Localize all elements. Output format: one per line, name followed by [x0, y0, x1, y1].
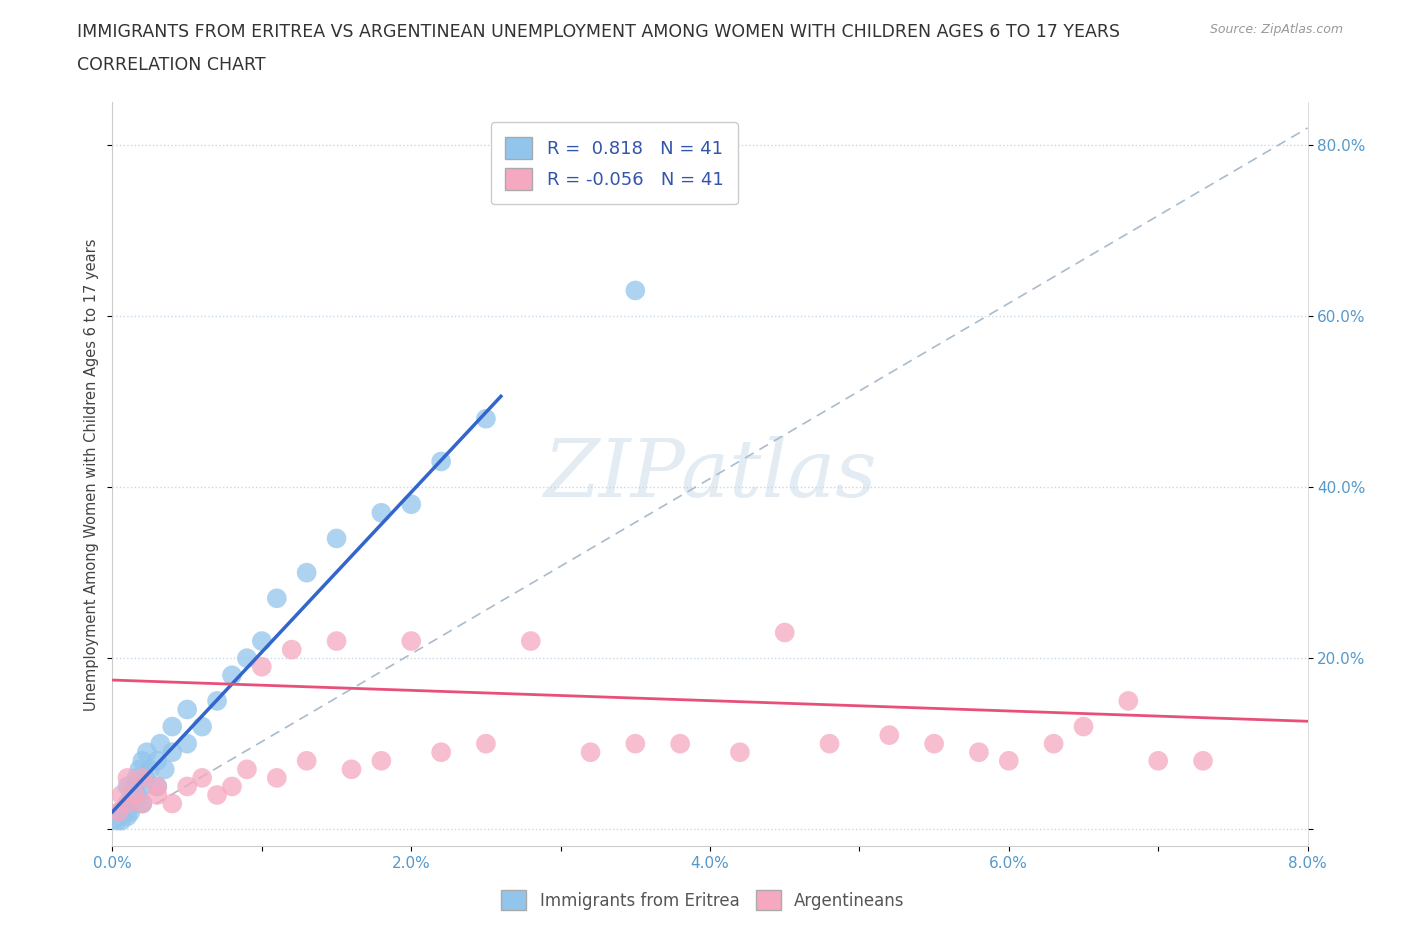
Point — [127, 788, 149, 803]
Point — [624, 283, 647, 298]
Point — [117, 770, 139, 785]
Point — [579, 745, 602, 760]
Point — [117, 796, 139, 811]
Point — [818, 737, 841, 751]
Point — [114, 804, 135, 819]
Point — [131, 796, 153, 811]
Point — [281, 643, 304, 658]
Point — [131, 779, 153, 794]
Point — [295, 753, 318, 768]
Point — [125, 770, 148, 785]
Legend: R =  0.818   N = 41, R = -0.056   N = 41: R = 0.818 N = 41, R = -0.056 N = 41 — [491, 123, 738, 205]
Point — [205, 694, 228, 709]
Point — [1073, 719, 1095, 734]
Point — [108, 804, 131, 819]
Text: ZIPatlas: ZIPatlas — [543, 435, 877, 513]
Y-axis label: Unemployment Among Women with Children Ages 6 to 17 years: Unemployment Among Women with Children A… — [84, 238, 100, 711]
Point — [110, 813, 132, 828]
Text: IMMIGRANTS FROM ERITREA VS ARGENTINEAN UNEMPLOYMENT AMONG WOMEN WITH CHILDREN AG: IMMIGRANTS FROM ERITREA VS ARGENTINEAN U… — [77, 23, 1121, 41]
Point — [266, 591, 288, 605]
Point — [162, 719, 183, 734]
Point — [475, 411, 498, 426]
Point — [146, 753, 169, 768]
Point — [191, 770, 214, 785]
Point — [146, 788, 169, 803]
Point — [967, 745, 990, 760]
Point — [877, 727, 901, 742]
Point — [236, 762, 259, 777]
Point — [117, 796, 139, 811]
Point — [176, 702, 198, 717]
Point — [205, 788, 228, 803]
Point — [1118, 694, 1140, 709]
Point — [266, 770, 288, 785]
Point — [430, 745, 453, 760]
Point — [669, 737, 692, 751]
Point — [124, 796, 146, 811]
Point — [1042, 737, 1064, 751]
Point — [430, 454, 453, 469]
Point — [120, 804, 142, 819]
Point — [146, 779, 169, 794]
Point — [131, 770, 153, 785]
Point — [340, 762, 363, 777]
Point — [520, 633, 543, 648]
Point — [250, 659, 273, 674]
Point — [236, 651, 259, 666]
Text: CORRELATION CHART: CORRELATION CHART — [77, 56, 266, 73]
Point — [401, 497, 423, 512]
Point — [176, 779, 198, 794]
Point — [191, 719, 214, 734]
Point — [250, 633, 273, 648]
Point — [624, 737, 647, 751]
Point — [105, 813, 128, 828]
Point — [146, 779, 169, 794]
Point — [107, 804, 129, 819]
Point — [124, 779, 146, 794]
Point — [128, 762, 150, 777]
Point — [149, 737, 172, 751]
Point — [139, 762, 162, 777]
Point — [134, 770, 156, 785]
Point — [325, 633, 347, 648]
Point — [401, 633, 423, 648]
Point — [131, 796, 153, 811]
Point — [998, 753, 1021, 768]
Point — [325, 531, 347, 546]
Point — [176, 737, 198, 751]
Point — [221, 668, 243, 683]
Point — [1192, 753, 1215, 768]
Point — [110, 788, 132, 803]
Point — [475, 737, 498, 751]
Point — [117, 809, 139, 824]
Point — [922, 737, 945, 751]
Legend: Immigrants from Eritrea, Argentineans: Immigrants from Eritrea, Argentineans — [495, 884, 911, 917]
Point — [131, 753, 153, 768]
Point — [728, 745, 751, 760]
Point — [773, 625, 796, 640]
Point — [221, 779, 243, 794]
Point — [370, 505, 392, 520]
Point — [162, 796, 183, 811]
Point — [153, 762, 176, 777]
Point — [1147, 753, 1170, 768]
Point — [121, 788, 143, 803]
Point — [295, 565, 318, 580]
Point — [117, 779, 139, 794]
Point — [124, 788, 146, 803]
Point — [135, 745, 157, 760]
Point — [162, 745, 183, 760]
Text: Source: ZipAtlas.com: Source: ZipAtlas.com — [1209, 23, 1343, 36]
Point — [370, 753, 392, 768]
